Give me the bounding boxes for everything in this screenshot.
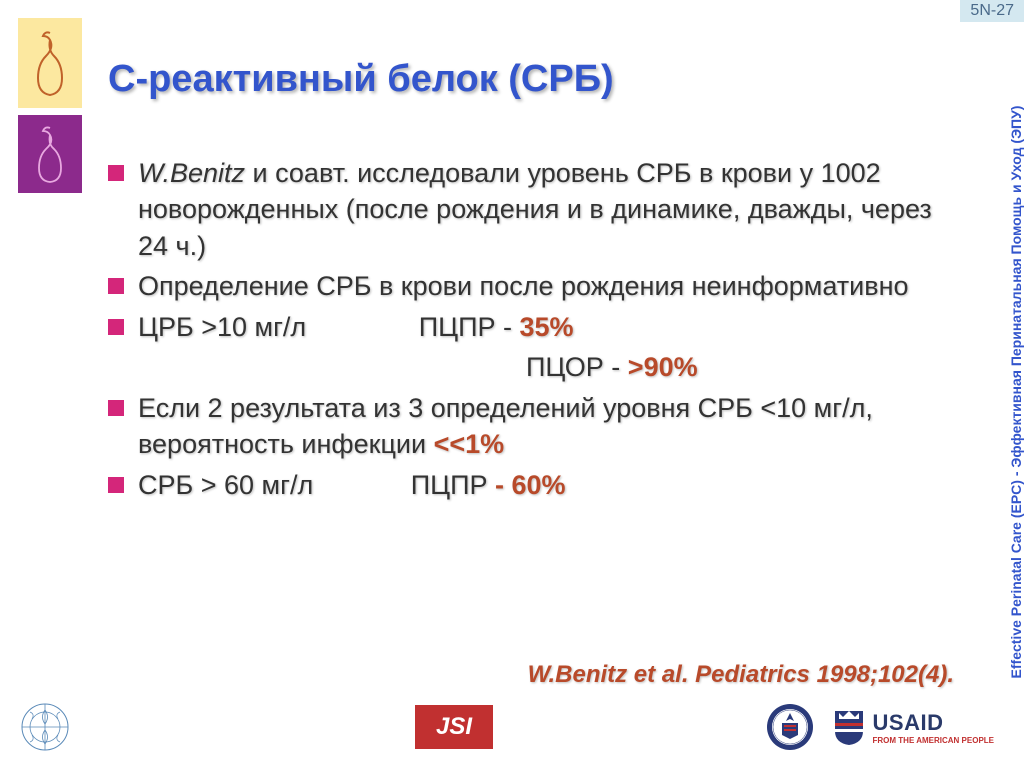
bullet-marker: [108, 278, 124, 294]
citation-rest: et al. Pediatrics 1998;102(4).: [627, 661, 954, 688]
bullet-item: СРБ > 60 мг/л ПЦПР - 60%: [108, 467, 958, 503]
bullet-item: Если 2 результата из 3 определений уровн…: [108, 390, 958, 463]
bullet-marker: [108, 319, 124, 335]
bullet-marker: [108, 400, 124, 416]
footer-logos: JSI USAID FROM THE AMERICAN PEOPLE: [0, 699, 1024, 755]
jsi-logo: JSI: [415, 705, 493, 749]
usaid-sub-text: FROM THE AMERICAN PEOPLE: [873, 736, 994, 745]
bullet-text: ЦРБ >10 мг/л ПЦПР - 35%: [138, 309, 574, 345]
citation: W.Benitz et al. Pediatrics 1998;102(4).: [528, 661, 954, 689]
bullet-item: Определение СРБ в крови после рождения н…: [108, 268, 958, 304]
us-seal-icon: [766, 703, 814, 751]
slide-number: 5N-27: [960, 0, 1024, 22]
citation-author: W.Benitz: [528, 661, 628, 688]
usaid-main-text: USAID: [873, 710, 994, 736]
who-logo-icon: [20, 702, 70, 752]
logo-pear-purple: [18, 115, 82, 193]
indent-line: ПЦОР - >90%: [526, 349, 958, 385]
bullet-marker: [108, 165, 124, 181]
bullet-item: W.Benitz и соавт. исследовали уровень СР…: [108, 155, 958, 264]
bullet-text: W.Benitz и соавт. исследовали уровень СР…: [138, 155, 958, 264]
bullet-item: ЦРБ >10 мг/л ПЦПР - 35%: [108, 309, 958, 345]
bullet-marker: [108, 477, 124, 493]
usaid-logo: USAID FROM THE AMERICAN PEOPLE: [829, 707, 994, 747]
usaid-shield-icon: [829, 707, 869, 747]
content-area: W.Benitz и соавт. исследовали уровень СР…: [108, 155, 958, 507]
bullet-text: Определение СРБ в крови после рождения н…: [138, 268, 909, 304]
bullet-text: СРБ > 60 мг/л ПЦПР - 60%: [138, 467, 566, 503]
logo-pear-yellow: [18, 18, 82, 108]
slide-title: С-реактивный белок (СРБ): [108, 58, 614, 101]
bullet-text: Если 2 результата из 3 определений уровн…: [138, 390, 958, 463]
side-label: Effective Perinatal Care (EPC) - Эффекти…: [1008, 105, 1024, 678]
